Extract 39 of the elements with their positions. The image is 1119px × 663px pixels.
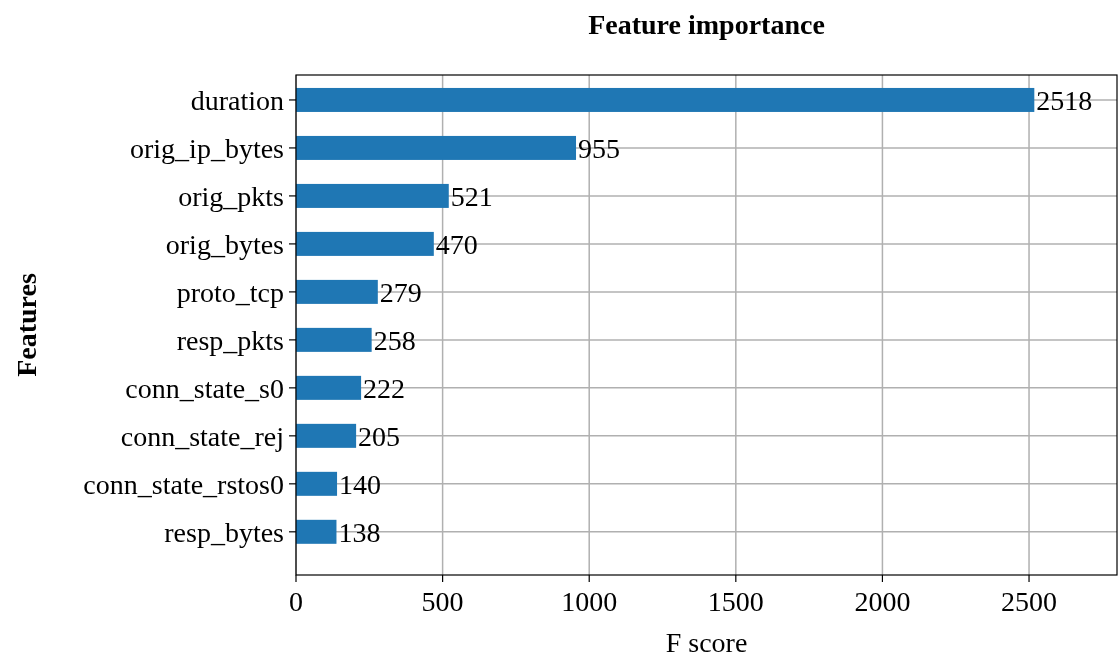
x-tick-label: 500 bbox=[421, 586, 464, 617]
data-label: 279 bbox=[379, 276, 422, 308]
y-tick-label: resp_pkts bbox=[176, 324, 284, 356]
bar bbox=[296, 519, 337, 544]
data-label: 205 bbox=[358, 420, 401, 452]
y-tick-label: conn_state_s0 bbox=[125, 372, 284, 404]
bar bbox=[296, 279, 378, 304]
bar bbox=[296, 327, 372, 352]
y-tick-label: orig_ip_bytes bbox=[130, 132, 284, 164]
bar bbox=[296, 471, 338, 496]
y-tick-label: duration bbox=[190, 84, 284, 116]
x-tick-label: 2500 bbox=[1001, 586, 1058, 617]
data-label: 470 bbox=[435, 228, 478, 260]
bar bbox=[296, 87, 1035, 112]
y-axis-title: Features bbox=[11, 273, 42, 377]
bar bbox=[296, 423, 357, 448]
y-tick-label: orig_bytes bbox=[165, 228, 284, 260]
y-tick-label: orig_pkts bbox=[178, 180, 284, 212]
data-label: 258 bbox=[373, 324, 416, 356]
bar bbox=[296, 135, 577, 160]
x-tick-label: 1000 bbox=[561, 586, 618, 617]
bar bbox=[296, 375, 362, 400]
data-label: 2518 bbox=[1036, 84, 1093, 116]
y-tick-label: proto_tcp bbox=[176, 276, 284, 308]
data-label: 138 bbox=[338, 516, 381, 548]
y-tick-label: resp_bytes bbox=[164, 516, 284, 548]
y-tick-label: conn_state_rstos0 bbox=[83, 468, 284, 500]
x-tick-label: 0 bbox=[289, 586, 303, 617]
data-label: 955 bbox=[578, 132, 621, 164]
x-tick-label: 1500 bbox=[707, 586, 764, 617]
chart-title: Feature importance bbox=[588, 9, 825, 40]
data-label: 222 bbox=[363, 372, 406, 404]
bar bbox=[296, 231, 434, 256]
y-tick-label: conn_state_rej bbox=[120, 420, 284, 452]
data-label: 140 bbox=[339, 468, 382, 500]
data-label: 521 bbox=[450, 180, 493, 212]
bar bbox=[296, 183, 449, 208]
x-axis-title: F score bbox=[665, 627, 748, 658]
x-tick-label: 2000 bbox=[854, 586, 911, 617]
